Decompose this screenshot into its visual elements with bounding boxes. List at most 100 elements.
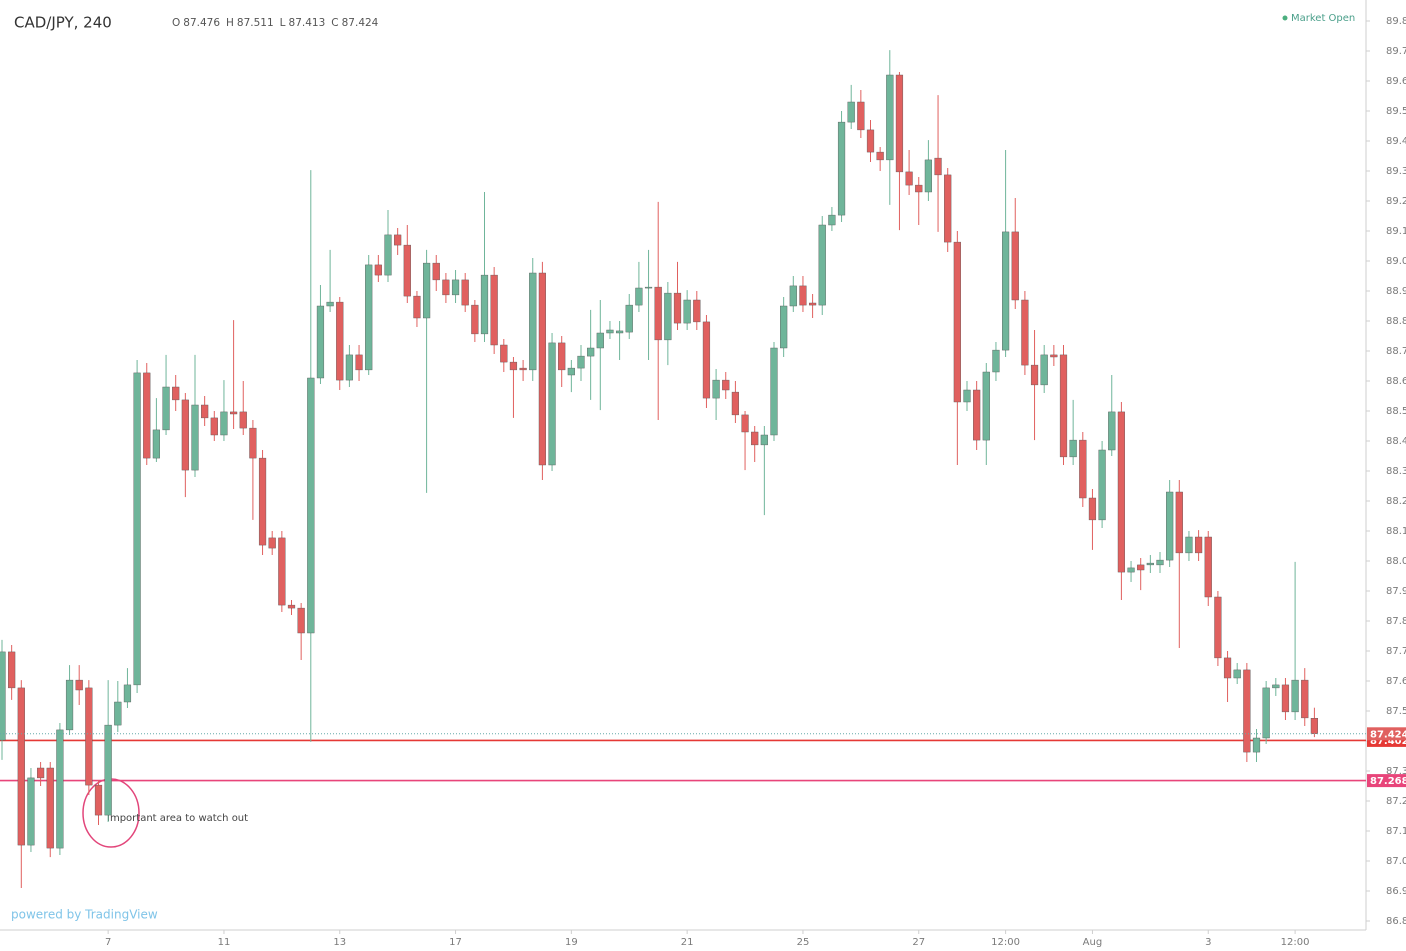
candle-body <box>1185 536 1193 554</box>
candle-body <box>780 305 788 349</box>
candle-body <box>461 279 469 306</box>
y-tick-label: 88.100 <box>1386 526 1406 537</box>
candle-body <box>1233 669 1241 679</box>
candle-body <box>760 434 768 446</box>
chart-title: CAD/JPY, 240 <box>14 14 112 32</box>
candle-body <box>751 431 759 446</box>
candle-body <box>172 386 180 401</box>
status-dot <box>1282 15 1288 21</box>
candle-body <box>75 679 83 691</box>
candle-body <box>1281 684 1290 713</box>
x-tick-label: 13 <box>333 937 346 948</box>
y-tick-label: 89.500 <box>1386 106 1406 117</box>
price-tag <box>1367 774 1406 788</box>
candle-body <box>0 651 6 741</box>
candle-body <box>258 457 267 546</box>
candle-body <box>46 767 54 849</box>
candle-body <box>249 427 257 459</box>
candle-body <box>1252 737 1261 753</box>
candle-body <box>915 184 923 193</box>
candle-body <box>712 379 720 399</box>
candle-body <box>1204 536 1212 598</box>
candle-body <box>17 687 25 846</box>
ohlc-header: O 87.476 H 87.511 L 87.413 C 87.424 <box>172 17 379 29</box>
candle-body <box>287 604 296 609</box>
candle-body <box>789 285 797 307</box>
candle-body <box>365 264 373 371</box>
candle-body <box>1310 718 1319 735</box>
candle-body <box>239 411 247 429</box>
y-tick-label: 88.200 <box>1386 496 1406 507</box>
y-tick-label: 88.800 <box>1386 316 1406 327</box>
candle-body <box>394 234 402 246</box>
candle-body <box>1002 231 1010 351</box>
candle-body <box>355 354 363 371</box>
candle-body <box>577 355 585 369</box>
candle-body <box>644 286 653 289</box>
y-tick-label: 87.200 <box>1386 796 1406 807</box>
candle-body <box>442 279 450 296</box>
candle-body <box>191 404 199 471</box>
y-tick-label: 89.600 <box>1386 76 1406 87</box>
candle-body <box>944 174 952 243</box>
candle-body <box>982 371 990 441</box>
ohlc-label: H <box>226 17 234 29</box>
x-tick-label: 11 <box>218 937 231 948</box>
y-tick-label: 87.000 <box>1386 856 1406 867</box>
candle-body <box>326 301 334 307</box>
y-tick-label: 87.500 <box>1386 706 1406 717</box>
candle-body <box>519 367 527 371</box>
price-tag-label: 87.402 <box>1370 736 1406 747</box>
candle-body <box>1223 657 1232 679</box>
candle-body <box>809 302 817 306</box>
candle-body <box>828 214 836 226</box>
candle-body <box>1194 536 1203 554</box>
market-status: Market Open <box>1291 13 1355 24</box>
candle-body <box>722 379 730 391</box>
last-price-tag <box>1367 727 1406 741</box>
y-tick-label: 88.700 <box>1386 346 1406 357</box>
candle-body <box>866 129 875 153</box>
y-tick-label: 89.800 <box>1386 16 1406 27</box>
candle-body <box>1175 491 1183 554</box>
candle-body <box>37 767 45 779</box>
candle-body <box>1079 439 1087 499</box>
y-tick-label: 88.400 <box>1386 436 1406 447</box>
candle-body <box>818 224 826 306</box>
candle-body <box>123 684 132 703</box>
ohlc-label: L <box>280 17 286 29</box>
candle-body <box>741 414 749 433</box>
y-tick-label: 89.700 <box>1386 46 1406 57</box>
candle-body <box>1272 684 1280 689</box>
x-tick-label: 21 <box>681 937 694 948</box>
candle-body <box>683 299 691 324</box>
candle-body <box>635 287 643 306</box>
candle-body <box>374 264 382 276</box>
candle-body <box>529 272 537 371</box>
annotation: Important area to watch out <box>107 813 248 824</box>
candle-body <box>673 292 682 324</box>
candle-body <box>625 304 633 333</box>
candle-body <box>1301 679 1309 719</box>
candle-body <box>1291 679 1299 713</box>
candle-body <box>220 411 228 436</box>
candle-body <box>905 171 913 186</box>
candle-body <box>133 372 141 686</box>
x-tick-label: 3 <box>1205 937 1211 948</box>
candle-body <box>876 151 884 161</box>
candle-body <box>992 349 1000 373</box>
candle-body <box>1156 559 1164 566</box>
candle-body <box>1059 354 1068 458</box>
y-tick-label: 88.300 <box>1386 466 1406 477</box>
y-tick-label: 89.100 <box>1386 226 1406 237</box>
price-tag-label: 87.268 <box>1370 776 1406 787</box>
candle-body <box>210 417 218 436</box>
x-tick-label: 17 <box>449 937 462 948</box>
candle-body <box>606 329 614 334</box>
candle-body <box>596 332 604 349</box>
candle-body <box>548 342 556 466</box>
candle-body <box>181 399 189 471</box>
candle-body <box>1127 567 1135 573</box>
